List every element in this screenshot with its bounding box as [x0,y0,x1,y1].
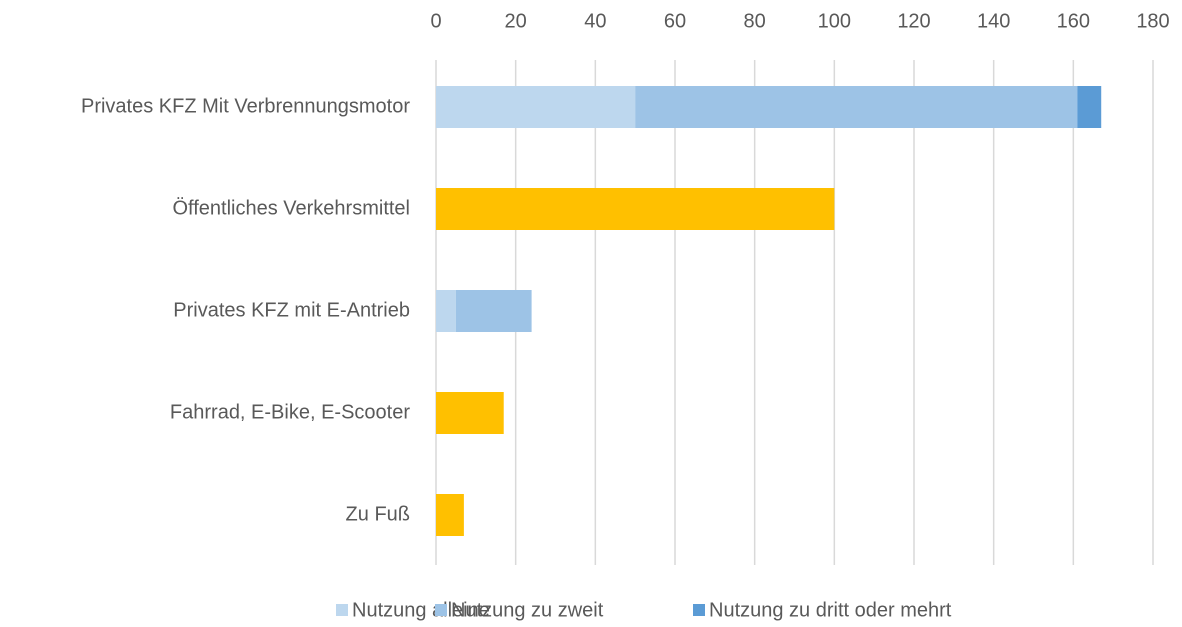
x-tick-label: 160 [1057,10,1090,32]
y-tick-label: Öffentliches Verkehrsmittel [172,197,410,219]
y-tick-label: Zu Fuß [346,503,410,525]
legend-swatch [435,604,447,616]
bar [436,188,835,230]
bar [1077,86,1102,128]
y-tick-label: Fahrrad, E-Bike, E-Scooter [170,401,410,423]
x-tick-label: 180 [1136,10,1169,32]
legend-label: Nutzung zu zweit [451,599,604,621]
x-tick-label: 0 [430,10,441,32]
bar [436,392,504,434]
y-tick-label: Privates KFZ mit E-Antrieb [173,299,410,321]
bar [455,290,532,332]
x-tick-label: 20 [505,10,527,32]
bar [635,86,1078,128]
y-tick-label: Privates KFZ Mit Verbrennungsmotor [81,95,410,117]
bar [436,86,636,128]
x-tick-label: 60 [664,10,686,32]
legend-label: Nutzung zu dritt oder mehrt [709,599,952,621]
legend-label: Nutzung alleine [352,599,490,621]
legend-swatch [336,604,348,616]
x-tick-label: 120 [897,10,930,32]
x-tick-label: 80 [744,10,766,32]
legend-swatch [693,604,705,616]
x-tick-label: 100 [818,10,851,32]
bar [436,494,464,536]
bar [436,290,456,332]
x-tick-label: 140 [977,10,1010,32]
x-tick-label: 40 [584,10,606,32]
